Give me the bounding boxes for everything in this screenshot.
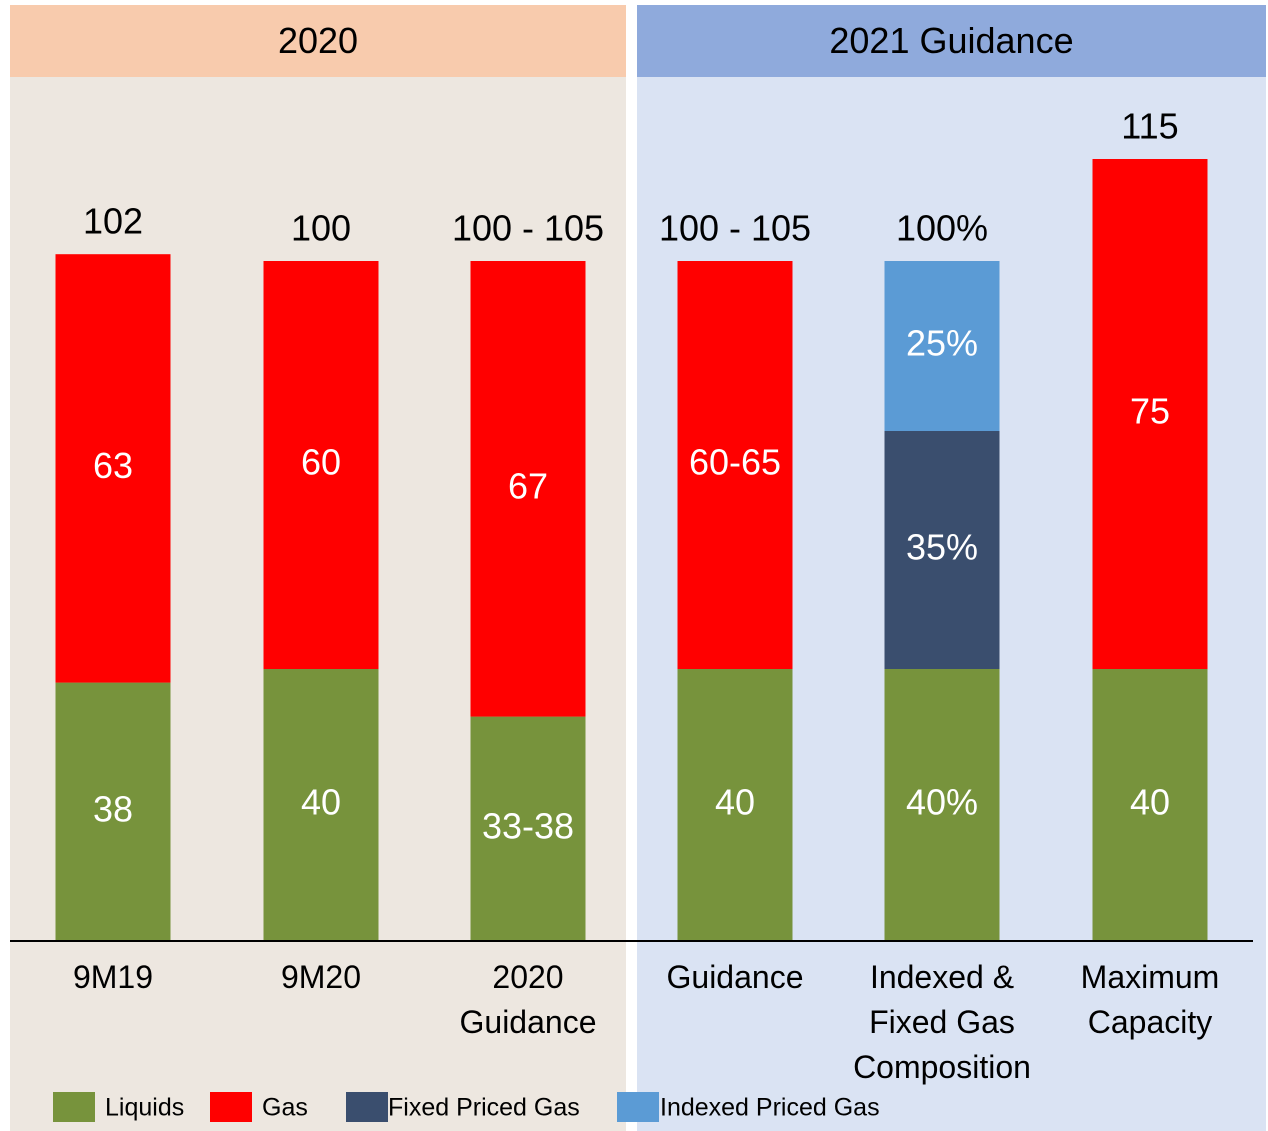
- data-label: 25%: [906, 323, 978, 364]
- bar-segment: [263, 261, 379, 669]
- data-label: 33-38: [482, 805, 574, 846]
- bar-segment: [1092, 669, 1208, 941]
- x-tick-label: 9M20: [280, 959, 362, 995]
- data-label: 35%: [906, 527, 978, 568]
- data-label: 40: [715, 782, 755, 823]
- bar-segment: [263, 669, 379, 941]
- bar-segment: [470, 261, 586, 717]
- legend-swatch: [346, 1092, 388, 1122]
- group-title: 2021 Guidance: [829, 20, 1074, 61]
- total-label: 100: [291, 208, 351, 249]
- data-label: 63: [93, 445, 133, 486]
- x-tick-label: 2020 Guidance: [459, 959, 597, 1040]
- data-label: 60: [301, 442, 341, 483]
- data-label: 75: [1130, 391, 1170, 432]
- total-label: 100 - 105: [452, 208, 604, 249]
- bar-segment: [677, 261, 793, 669]
- group-header: [637, 5, 1266, 77]
- group-header: [10, 5, 626, 77]
- legend-label: Gas: [262, 1094, 308, 1122]
- data-label: 40: [301, 782, 341, 823]
- data-label: 40%: [906, 782, 978, 823]
- data-label: 38: [93, 788, 133, 829]
- total-label: 100 - 105: [659, 208, 811, 249]
- bar-segment: [884, 669, 1000, 941]
- legend-label: Fixed Priced Gas: [388, 1094, 580, 1122]
- bar-segment: [884, 261, 1000, 431]
- legend-swatch: [210, 1092, 252, 1122]
- x-tick-label: 9M19: [72, 959, 154, 995]
- legend-swatch: [53, 1092, 95, 1122]
- legend-swatch: [617, 1092, 659, 1122]
- total-label: 115: [1121, 106, 1178, 147]
- bar-segment: [884, 431, 1000, 669]
- x-tick-label: Guidance: [666, 959, 804, 995]
- legend-label: Indexed Priced Gas: [660, 1094, 880, 1122]
- bar-segment: [1092, 159, 1208, 669]
- data-label: 40: [1130, 782, 1170, 823]
- bar-segment: [677, 669, 793, 941]
- data-label: 67: [508, 465, 548, 506]
- total-label: 100%: [896, 208, 988, 249]
- bar-segment: [470, 716, 586, 941]
- data-label: 60-65: [689, 442, 781, 483]
- x-tick-label: Indexed & Fixed Gas Composition: [853, 959, 1031, 1085]
- bar-segment: [55, 682, 171, 941]
- total-label: 102: [83, 201, 143, 242]
- group-title: 2020: [277, 20, 359, 61]
- legend-label: Liquids: [105, 1094, 184, 1122]
- x-tick-label: Maximum Capacity: [1080, 959, 1220, 1040]
- bar-segment: [55, 254, 171, 683]
